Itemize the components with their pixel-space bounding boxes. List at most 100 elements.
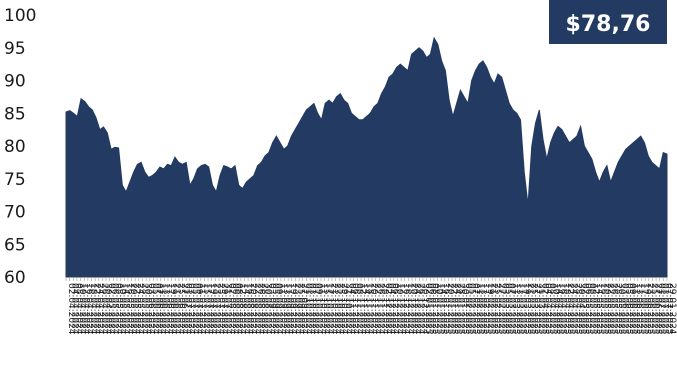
x-tick-label: 13.03.2025 <box>514 283 524 335</box>
x-tick-label: 02.05.2025 <box>580 283 590 335</box>
x-tick-label: 25.07.2024 <box>215 283 225 335</box>
x-tick-label: 12.11.2024 <box>357 283 367 335</box>
x-tick-label: 20.05.2025 <box>601 283 611 335</box>
y-tick-label: 65 <box>4 235 26 255</box>
x-tick-label: 11.09.2024 <box>277 283 287 335</box>
x-tick-label: 09.09.2024 <box>274 283 284 335</box>
x-tick-label: 22.11.2024 <box>372 283 382 335</box>
x-tick-label: 27.02.2025 <box>496 283 506 335</box>
x-tick-label: 16.12.2024 <box>401 283 411 335</box>
x-tick-label: 06.05.2025 <box>583 283 593 335</box>
x-tick-label: 22.05.2025 <box>605 283 615 335</box>
x-tick-label: 25.09.2024 <box>295 283 305 335</box>
x-tick-label: 05.06.2025 <box>623 283 633 335</box>
x-tick-label: 09.10.2024 <box>314 283 324 335</box>
x-tick-label: 30.04.2025 <box>576 283 586 335</box>
x-tick-label: 30.01.2025 <box>459 283 469 335</box>
current-value-label: $78,76 <box>566 12 651 37</box>
x-tick-label: 04.11.2024 <box>346 283 356 335</box>
x-tick-label: 17.06.2025 <box>638 283 648 335</box>
y-tick-label: 100 <box>4 6 36 26</box>
x-tick-label: 13.09.2024 <box>281 283 291 335</box>
x-tick-label: 26.05.2025 <box>609 283 619 335</box>
x-tick-label: 08.05.2024 <box>113 283 123 335</box>
x-tick-label: 11.10.2024 <box>317 283 327 335</box>
x-tick-label: 08.04.2025 <box>547 283 557 335</box>
x-tick-label: 19.06.2024 <box>168 283 178 335</box>
x-tick-label: 06.11.2024 <box>350 283 360 335</box>
x-tick-label: 25.10.2024 <box>336 283 346 335</box>
y-tick-label: 90 <box>4 72 26 92</box>
x-tick-label: 24.04.2024 <box>95 283 105 335</box>
x-tick-label: 04.04.2024 <box>70 283 80 335</box>
x-tick-label: 23.09.2024 <box>292 283 302 335</box>
x-tick-label: 04.12.2024 <box>387 283 397 335</box>
x-tick-label: 11.03.2025 <box>510 283 520 335</box>
x-tick-label: 09.06.2025 <box>627 283 637 335</box>
x-tick-label: 06.01.2025 <box>427 283 437 335</box>
x-tick-label: 31.03.2025 <box>536 283 546 335</box>
x-tick-label: 25.02.2025 <box>492 283 502 335</box>
x-tick-label: 03.02.2025 <box>463 283 473 335</box>
x-tick-label: 23.07.2024 <box>212 283 222 335</box>
x-tick-label: 12.08.2024 <box>237 283 247 335</box>
x-tick-label: 02.08.2024 <box>226 283 236 335</box>
x-tick-label: 07.06.2024 <box>153 283 163 335</box>
x-tick-label: 14.01.2025 <box>438 283 448 335</box>
x-tick-label: 27.03.2025 <box>532 283 542 335</box>
x-axis: 02.04.202404.04.202408.04.202410.04.2024… <box>65 277 677 335</box>
x-tick-label: 25.06.2024 <box>175 283 185 335</box>
x-tick-label: 13.02.2025 <box>478 283 488 335</box>
x-tick-label: 21.02.2025 <box>489 283 499 335</box>
x-tick-label: 14.11.2024 <box>361 283 371 335</box>
x-tick-label: 07.07.2025 <box>663 283 673 335</box>
x-tick-label: 16.04.2025 <box>558 283 568 335</box>
x-tick-label: 13.06.2024 <box>161 283 171 335</box>
x-tick-label: 19.06.2025 <box>642 283 652 335</box>
x-tick-label: 05.07.2024 <box>190 283 200 335</box>
x-tick-label: 17.06.2024 <box>164 283 174 335</box>
x-tick-label: 29.10.2024 <box>339 283 349 335</box>
x-tick-label: 26.08.2024 <box>255 283 265 335</box>
x-tick-label: 08.08.2024 <box>234 283 244 335</box>
x-tick-label: 08.04.2024 <box>73 283 83 335</box>
x-tick-label: 02.04.2024 <box>66 283 76 335</box>
x-tick-label: 09.07.2024 <box>193 283 203 335</box>
x-tick-label: 26.11.2024 <box>376 283 386 335</box>
x-tick-label: 01.10.2024 <box>303 283 313 335</box>
x-tick-label: 11.06.2025 <box>631 283 641 335</box>
x-tick-label: 22.05.2024 <box>132 283 142 335</box>
x-tick-label: 10.04.2024 <box>77 283 87 335</box>
x-tick-label: 29.01.2024 <box>667 283 677 335</box>
x-tick-label: 05.03.2025 <box>503 283 513 335</box>
x-tick-label: 22.01.2025 <box>448 283 458 335</box>
x-tick-label: 03.07.2024 <box>186 283 196 335</box>
x-tick-label: 26.04.2024 <box>99 283 109 335</box>
x-tick-label: 30.08.2024 <box>263 283 273 335</box>
x-tick-label: 11.06.2024 <box>157 283 167 335</box>
x-tick-label: 02.05.2024 <box>106 283 116 335</box>
x-tick-label: 24.01.2025 <box>452 283 462 335</box>
x-tick-label: 07.10.2024 <box>310 283 320 335</box>
x-tick-label: 20.05.2024 <box>128 283 138 335</box>
x-tick-label: 27.06.2025 <box>652 283 662 335</box>
x-tick-label: 27.09.2024 <box>299 283 309 335</box>
x-tick-label: 28.04.2025 <box>572 283 582 335</box>
x-tick-label: 05.06.2024 <box>150 283 160 335</box>
price-series-area <box>65 36 668 278</box>
x-tick-label: 31.10.2024 <box>343 283 353 335</box>
y-tick-label: 60 <box>4 268 26 288</box>
x-tick-label: 23.10.2024 <box>332 283 342 335</box>
x-tick-label: 21.10.2024 <box>328 283 338 335</box>
x-tick-label: 21.03.2025 <box>525 283 535 335</box>
current-value-badge-bg <box>549 0 667 44</box>
x-tick-label: 28.05.2025 <box>612 283 622 335</box>
x-tick-label: 19.02.2025 <box>485 283 495 335</box>
x-tick-label: 28.01.2025 <box>456 283 466 335</box>
x-tick-label: 15.10.2024 <box>321 283 331 335</box>
x-tick-label: 28.08.2024 <box>259 283 269 335</box>
x-tick-label: 24.12.2024 <box>412 283 422 335</box>
x-tick-label: 27.06.2024 <box>179 283 189 335</box>
y-tick-label: 95 <box>4 39 26 59</box>
